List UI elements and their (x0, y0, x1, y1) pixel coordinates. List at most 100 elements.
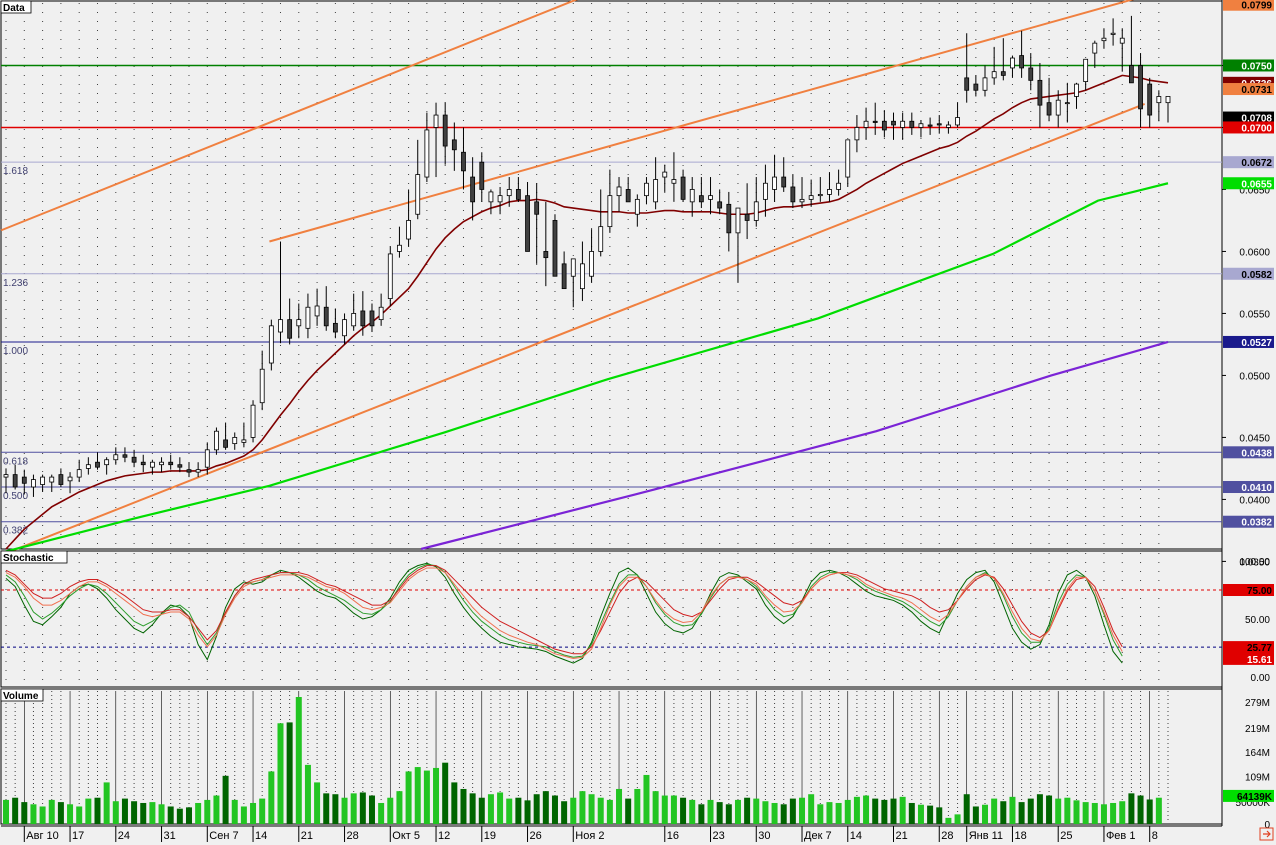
volume-bar (332, 794, 339, 824)
volume-bar (12, 797, 19, 824)
stochastic-tick-label: 50.00 (1245, 615, 1270, 626)
x-axis-label: Ноя 2 (575, 830, 604, 842)
candle-body (1019, 55, 1025, 69)
volume-bar (213, 795, 220, 824)
candle-body (772, 176, 777, 190)
x-axis-label: 23 (713, 830, 725, 842)
candle-body (1000, 71, 1006, 76)
candle-body (662, 171, 668, 178)
candle-body (479, 161, 485, 190)
candle-body (232, 437, 238, 445)
price-tag-box (1223, 446, 1274, 459)
volume-bar (295, 697, 302, 824)
volume-bar (85, 798, 92, 824)
candle-body (186, 469, 192, 473)
candle-body (1147, 83, 1153, 116)
fib-label: 0.382 (3, 526, 28, 537)
price-tag-box (1223, 652, 1274, 665)
candle-body (204, 449, 210, 468)
volume-bar (67, 804, 74, 824)
candle-body (1092, 42, 1098, 54)
stochastic-tick-label: 100.00 (1239, 557, 1270, 568)
volume-bar (927, 805, 934, 824)
volume-bar (698, 804, 705, 824)
volume-bar (451, 782, 458, 824)
price-tag-label: 25.77 (1247, 643, 1272, 654)
candle-body (433, 114, 439, 128)
x-axis-label: Сен 7 (209, 830, 238, 842)
volume-bar (780, 804, 787, 824)
volume-bar (231, 799, 238, 824)
volume-bar (387, 797, 394, 824)
fib-label: 1.618 (3, 166, 28, 177)
volume-bar (1027, 798, 1034, 824)
volume-bar (1055, 798, 1062, 824)
volume-bar (1100, 804, 1107, 824)
candle-body (332, 322, 338, 333)
candle-body (827, 189, 832, 195)
volume-bar (588, 794, 595, 824)
volume-bar (423, 770, 430, 824)
candle-body (689, 189, 695, 203)
volume-bar (250, 802, 257, 824)
x-axis-label: Янв 11 (969, 830, 1003, 842)
panel-title: Volume (3, 691, 39, 702)
volume-bar (661, 795, 668, 824)
candle-body (67, 476, 73, 482)
volume-bar (963, 794, 970, 824)
volume-bar (497, 792, 504, 824)
stochastic-line-3 (5, 567, 1123, 659)
volume-bar (716, 802, 723, 824)
candle-body (195, 469, 201, 473)
candle-body (598, 226, 604, 252)
candle-body (1064, 102, 1070, 105)
price-tag-box (1223, 335, 1274, 348)
price-tag-label: 0.0527 (1241, 338, 1272, 349)
volume-bar (460, 788, 467, 824)
moving-average-2 (420, 340, 1169, 551)
trend-line-0-0 (0, 0, 578, 232)
volume-bar (1091, 802, 1098, 824)
volume-bar (487, 794, 494, 824)
volume-bar (899, 796, 906, 824)
candle-body (1083, 58, 1089, 82)
volume-bar (121, 798, 128, 824)
volume-bar (94, 797, 101, 824)
candle-body (323, 306, 329, 327)
candle-body (1138, 65, 1143, 110)
candle-body (378, 306, 384, 321)
volume-tick-label: 279M (1245, 698, 1270, 709)
volume-tick-label: 50000K (1236, 798, 1271, 809)
candle-body (76, 469, 82, 478)
price-tick-label: 0.0350 (1239, 557, 1270, 568)
volume-bar (1128, 793, 1135, 824)
volume-bar (405, 771, 412, 824)
candle-body (58, 474, 64, 485)
volume-bar (835, 802, 842, 824)
candle-body (671, 179, 677, 184)
volume-bar (982, 804, 989, 824)
volume-bar (112, 801, 119, 824)
volume-bar (167, 806, 174, 824)
x-axis-label: Окт 5 (392, 830, 420, 842)
candle-body (49, 476, 55, 483)
trend-line-0-1 (0, 102, 1146, 557)
price-tick-label: 0.0600 (1239, 247, 1270, 258)
price-tag-label: 0.0655 (1241, 179, 1272, 190)
volume-bar (1000, 801, 1007, 824)
volume-bar (908, 802, 915, 824)
volume-bar (1146, 799, 1153, 824)
x-axis-label: 12 (438, 830, 450, 842)
stochastic-line-0 (5, 562, 1123, 664)
volume-bar (1073, 800, 1080, 824)
volume-bar (744, 797, 751, 824)
candle-body (31, 479, 36, 488)
volume-bar (1155, 797, 1162, 824)
candle-body (488, 191, 494, 203)
volume-bar (616, 788, 623, 824)
candle-body (461, 151, 466, 172)
panel-title-box (0, 688, 44, 702)
price-tag-label: 0.0731 (1241, 85, 1272, 96)
candle-body (634, 198, 640, 215)
volume-bar (222, 775, 229, 824)
